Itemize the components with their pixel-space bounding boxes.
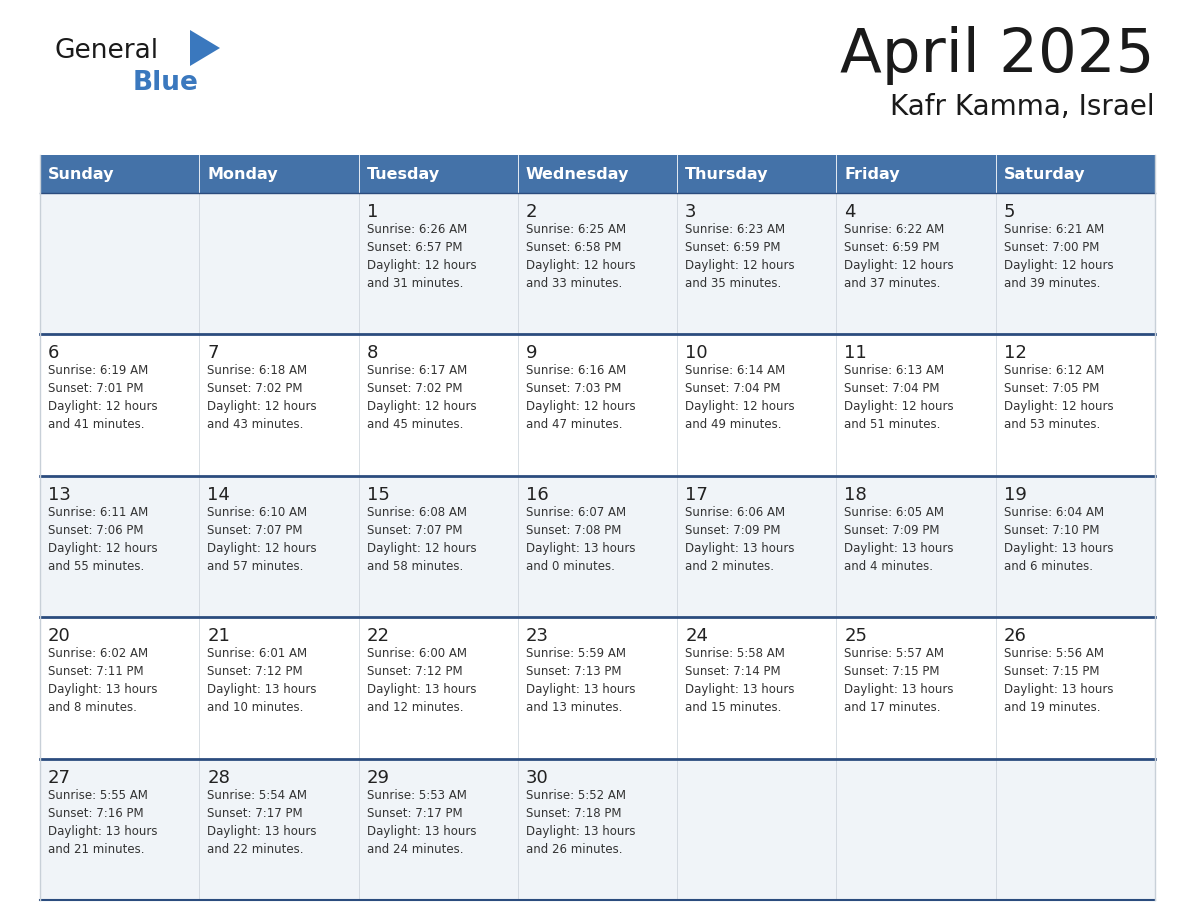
Text: Wednesday: Wednesday <box>526 166 630 182</box>
Text: Sunrise: 5:54 AM
Sunset: 7:17 PM
Daylight: 13 hours
and 22 minutes.: Sunrise: 5:54 AM Sunset: 7:17 PM Dayligh… <box>207 789 317 856</box>
Text: 5: 5 <box>1004 203 1016 221</box>
Text: 21: 21 <box>207 627 230 645</box>
Bar <box>836 155 996 193</box>
Text: 23: 23 <box>526 627 549 645</box>
Bar <box>518 155 677 193</box>
Text: Sunday: Sunday <box>48 166 114 182</box>
Text: Sunrise: 6:01 AM
Sunset: 7:12 PM
Daylight: 13 hours
and 10 minutes.: Sunrise: 6:01 AM Sunset: 7:12 PM Dayligh… <box>207 647 317 714</box>
Text: 27: 27 <box>48 768 71 787</box>
Text: 28: 28 <box>207 768 230 787</box>
Text: 8: 8 <box>367 344 378 363</box>
Text: Sunrise: 6:21 AM
Sunset: 7:00 PM
Daylight: 12 hours
and 39 minutes.: Sunrise: 6:21 AM Sunset: 7:00 PM Dayligh… <box>1004 223 1113 290</box>
Text: Monday: Monday <box>207 166 278 182</box>
Text: 24: 24 <box>685 627 708 645</box>
Text: 13: 13 <box>48 486 71 504</box>
Text: Sunrise: 5:57 AM
Sunset: 7:15 PM
Daylight: 13 hours
and 17 minutes.: Sunrise: 5:57 AM Sunset: 7:15 PM Dayligh… <box>845 647 954 714</box>
Text: 9: 9 <box>526 344 537 363</box>
Text: 3: 3 <box>685 203 696 221</box>
Text: 22: 22 <box>367 627 390 645</box>
Text: Sunrise: 5:56 AM
Sunset: 7:15 PM
Daylight: 13 hours
and 19 minutes.: Sunrise: 5:56 AM Sunset: 7:15 PM Dayligh… <box>1004 647 1113 714</box>
Text: Sunrise: 6:10 AM
Sunset: 7:07 PM
Daylight: 12 hours
and 57 minutes.: Sunrise: 6:10 AM Sunset: 7:07 PM Dayligh… <box>207 506 317 573</box>
Text: 30: 30 <box>526 768 549 787</box>
Text: Kafr Kamma, Israel: Kafr Kamma, Israel <box>890 93 1155 121</box>
Text: Sunrise: 6:14 AM
Sunset: 7:04 PM
Daylight: 12 hours
and 49 minutes.: Sunrise: 6:14 AM Sunset: 7:04 PM Dayligh… <box>685 364 795 431</box>
Text: 18: 18 <box>845 486 867 504</box>
Text: Blue: Blue <box>133 70 198 96</box>
Text: General: General <box>55 38 159 64</box>
Text: Sunrise: 6:26 AM
Sunset: 6:57 PM
Daylight: 12 hours
and 31 minutes.: Sunrise: 6:26 AM Sunset: 6:57 PM Dayligh… <box>367 223 476 290</box>
Text: 6: 6 <box>48 344 59 363</box>
Text: 16: 16 <box>526 486 549 504</box>
Text: Sunrise: 6:17 AM
Sunset: 7:02 PM
Daylight: 12 hours
and 45 minutes.: Sunrise: 6:17 AM Sunset: 7:02 PM Dayligh… <box>367 364 476 431</box>
Text: Tuesday: Tuesday <box>367 166 440 182</box>
Text: 25: 25 <box>845 627 867 645</box>
Bar <box>359 155 518 193</box>
Text: Sunrise: 6:23 AM
Sunset: 6:59 PM
Daylight: 12 hours
and 35 minutes.: Sunrise: 6:23 AM Sunset: 6:59 PM Dayligh… <box>685 223 795 290</box>
Text: Sunrise: 6:16 AM
Sunset: 7:03 PM
Daylight: 12 hours
and 47 minutes.: Sunrise: 6:16 AM Sunset: 7:03 PM Dayligh… <box>526 364 636 431</box>
Text: Sunrise: 6:19 AM
Sunset: 7:01 PM
Daylight: 12 hours
and 41 minutes.: Sunrise: 6:19 AM Sunset: 7:01 PM Dayligh… <box>48 364 158 431</box>
Text: 15: 15 <box>367 486 390 504</box>
Text: Friday: Friday <box>845 166 901 182</box>
Text: Sunrise: 6:11 AM
Sunset: 7:06 PM
Daylight: 12 hours
and 55 minutes.: Sunrise: 6:11 AM Sunset: 7:06 PM Dayligh… <box>48 506 158 573</box>
Bar <box>677 155 836 193</box>
Polygon shape <box>190 30 220 66</box>
Text: 26: 26 <box>1004 627 1026 645</box>
Text: 1: 1 <box>367 203 378 221</box>
Text: 11: 11 <box>845 344 867 363</box>
Text: Sunrise: 6:12 AM
Sunset: 7:05 PM
Daylight: 12 hours
and 53 minutes.: Sunrise: 6:12 AM Sunset: 7:05 PM Dayligh… <box>1004 364 1113 431</box>
Text: April 2025: April 2025 <box>840 26 1155 85</box>
Text: 20: 20 <box>48 627 71 645</box>
Text: Sunrise: 6:25 AM
Sunset: 6:58 PM
Daylight: 12 hours
and 33 minutes.: Sunrise: 6:25 AM Sunset: 6:58 PM Dayligh… <box>526 223 636 290</box>
Bar <box>40 476 1155 617</box>
Text: 29: 29 <box>367 768 390 787</box>
Text: Sunrise: 5:52 AM
Sunset: 7:18 PM
Daylight: 13 hours
and 26 minutes.: Sunrise: 5:52 AM Sunset: 7:18 PM Dayligh… <box>526 789 636 856</box>
Text: Sunrise: 5:53 AM
Sunset: 7:17 PM
Daylight: 13 hours
and 24 minutes.: Sunrise: 5:53 AM Sunset: 7:17 PM Dayligh… <box>367 789 476 856</box>
Text: Sunrise: 6:02 AM
Sunset: 7:11 PM
Daylight: 13 hours
and 8 minutes.: Sunrise: 6:02 AM Sunset: 7:11 PM Dayligh… <box>48 647 158 714</box>
Text: 17: 17 <box>685 486 708 504</box>
Text: 14: 14 <box>207 486 230 504</box>
Text: Saturday: Saturday <box>1004 166 1085 182</box>
Bar <box>40 155 200 193</box>
Text: 7: 7 <box>207 344 219 363</box>
Text: Sunrise: 6:18 AM
Sunset: 7:02 PM
Daylight: 12 hours
and 43 minutes.: Sunrise: 6:18 AM Sunset: 7:02 PM Dayligh… <box>207 364 317 431</box>
Text: 10: 10 <box>685 344 708 363</box>
Text: Sunrise: 6:22 AM
Sunset: 6:59 PM
Daylight: 12 hours
and 37 minutes.: Sunrise: 6:22 AM Sunset: 6:59 PM Dayligh… <box>845 223 954 290</box>
Bar <box>200 155 359 193</box>
Bar <box>40 193 1155 334</box>
Text: Sunrise: 6:06 AM
Sunset: 7:09 PM
Daylight: 13 hours
and 2 minutes.: Sunrise: 6:06 AM Sunset: 7:09 PM Dayligh… <box>685 506 795 573</box>
Text: Sunrise: 6:08 AM
Sunset: 7:07 PM
Daylight: 12 hours
and 58 minutes.: Sunrise: 6:08 AM Sunset: 7:07 PM Dayligh… <box>367 506 476 573</box>
Text: Sunrise: 6:07 AM
Sunset: 7:08 PM
Daylight: 13 hours
and 0 minutes.: Sunrise: 6:07 AM Sunset: 7:08 PM Dayligh… <box>526 506 636 573</box>
Text: Sunrise: 5:59 AM
Sunset: 7:13 PM
Daylight: 13 hours
and 13 minutes.: Sunrise: 5:59 AM Sunset: 7:13 PM Dayligh… <box>526 647 636 714</box>
Text: Sunrise: 6:05 AM
Sunset: 7:09 PM
Daylight: 13 hours
and 4 minutes.: Sunrise: 6:05 AM Sunset: 7:09 PM Dayligh… <box>845 506 954 573</box>
Text: 4: 4 <box>845 203 855 221</box>
Text: Sunrise: 5:58 AM
Sunset: 7:14 PM
Daylight: 13 hours
and 15 minutes.: Sunrise: 5:58 AM Sunset: 7:14 PM Dayligh… <box>685 647 795 714</box>
Bar <box>40 617 1155 758</box>
Bar <box>40 758 1155 900</box>
Text: 19: 19 <box>1004 486 1026 504</box>
Text: 12: 12 <box>1004 344 1026 363</box>
Text: 2: 2 <box>526 203 537 221</box>
Text: Sunrise: 6:04 AM
Sunset: 7:10 PM
Daylight: 13 hours
and 6 minutes.: Sunrise: 6:04 AM Sunset: 7:10 PM Dayligh… <box>1004 506 1113 573</box>
Text: Thursday: Thursday <box>685 166 769 182</box>
Text: Sunrise: 6:13 AM
Sunset: 7:04 PM
Daylight: 12 hours
and 51 minutes.: Sunrise: 6:13 AM Sunset: 7:04 PM Dayligh… <box>845 364 954 431</box>
Text: Sunrise: 6:00 AM
Sunset: 7:12 PM
Daylight: 13 hours
and 12 minutes.: Sunrise: 6:00 AM Sunset: 7:12 PM Dayligh… <box>367 647 476 714</box>
Text: Sunrise: 5:55 AM
Sunset: 7:16 PM
Daylight: 13 hours
and 21 minutes.: Sunrise: 5:55 AM Sunset: 7:16 PM Dayligh… <box>48 789 158 856</box>
Bar <box>996 155 1155 193</box>
Bar <box>40 334 1155 476</box>
